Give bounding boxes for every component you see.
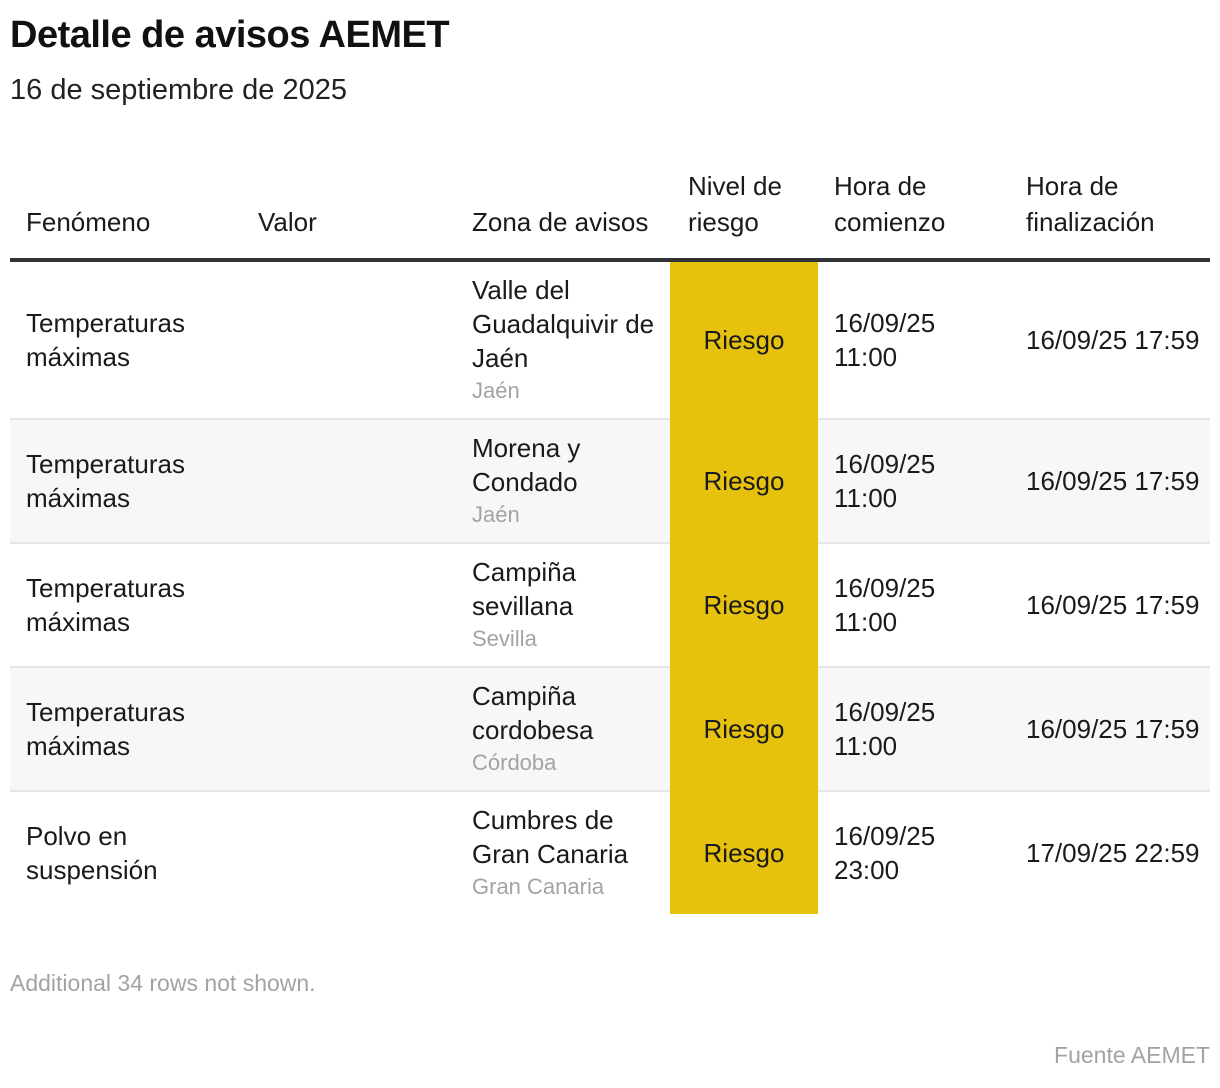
cell-fin: 16/09/25 17:59 <box>1010 419 1210 544</box>
cell-nivel: Riesgo <box>670 667 818 792</box>
cell-fin: 16/09/25 17:59 <box>1010 667 1210 792</box>
table-row: Temperaturas máximas Morena y Condado Ja… <box>10 419 1210 544</box>
cell-comienzo: 16/09/25 11:00 <box>818 543 1010 668</box>
cell-nivel: Riesgo <box>670 543 818 668</box>
cell-comienzo: 16/09/25 11:00 <box>818 419 1010 544</box>
cell-nivel: Riesgo <box>670 260 818 420</box>
zone-province: Sevilla <box>472 626 537 651</box>
table-header-row: Fenómeno Valor Zona de avisos Nivel de r… <box>10 168 1210 262</box>
cell-valor <box>242 667 456 792</box>
cell-nivel: Riesgo <box>670 791 818 914</box>
cell-valor <box>242 260 456 420</box>
header-zona: Zona de avisos <box>456 168 670 262</box>
table-row: Temperaturas máximas Valle del Guadalqui… <box>10 260 1210 420</box>
zone-province: Jaén <box>472 378 520 403</box>
zone-name: Morena y Condado <box>472 433 581 497</box>
page-title: Detalle de avisos AEMET <box>10 14 450 56</box>
table-row: Polvo en suspensión Cumbres de Gran Cana… <box>10 791 1210 914</box>
cell-fenomeno: Temperaturas máximas <box>10 419 242 544</box>
cell-comienzo: 16/09/25 23:00 <box>834 821 936 885</box>
zone-province: Gran Canaria <box>472 874 605 899</box>
warnings-table: Fenómeno Valor Zona de avisos Nivel de r… <box>10 168 1210 914</box>
cell-fenomeno: Polvo en suspensión <box>26 821 158 885</box>
cell-fin: 16/09/25 17:59 <box>1010 260 1210 420</box>
zone-province: Jaén <box>472 502 520 527</box>
rows-not-shown-note: Additional 34 rows not shown. <box>10 970 316 996</box>
zone-name: Cumbres de Gran Canaria <box>472 805 629 869</box>
cell-zona: Campiña sevillana Sevilla <box>456 543 670 668</box>
source-credit: Fuente AEMET <box>1054 1042 1210 1068</box>
table-row: Temperaturas máximas Campiña cordobesa C… <box>10 667 1210 792</box>
cell-fenomeno: Temperaturas máximas <box>10 667 242 792</box>
header-finalizacion: Hora de finalización <box>1010 168 1210 262</box>
cell-zona: Valle del Guadalquivir de Jaén Jaén <box>456 260 670 420</box>
cell-zona: Morena y Condado Jaén <box>456 419 670 544</box>
cell-zona: Campiña cordobesa Córdoba <box>456 667 670 792</box>
table-row: Temperaturas máximas Campiña sevillana S… <box>10 543 1210 668</box>
cell-valor <box>242 543 456 668</box>
header-comienzo: Hora de comienzo <box>818 168 1010 262</box>
cell-comienzo: 16/09/25 11:00 <box>818 260 1010 420</box>
cell-comienzo: 16/09/25 11:00 <box>818 667 1010 792</box>
cell-valor <box>242 419 456 544</box>
header-valor: Valor <box>242 168 456 262</box>
zone-province: Córdoba <box>472 750 557 775</box>
page-subtitle: 16 de septiembre de 2025 <box>10 74 347 106</box>
header-fenomeno: Fenómeno <box>10 168 242 262</box>
header-nivel: Nivel de riesgo <box>670 168 818 262</box>
zone-name: Campiña sevillana <box>472 557 577 621</box>
cell-zona: Cumbres de Gran Canaria Gran Canaria <box>456 791 670 914</box>
cell-fenomeno: Temperaturas máximas <box>10 543 242 668</box>
cell-valor <box>242 791 456 914</box>
cell-fin: 17/09/25 22:59 <box>1026 838 1200 868</box>
cell-fin: 16/09/25 17:59 <box>1010 543 1210 668</box>
cell-nivel: Riesgo <box>670 419 818 544</box>
zone-name: Campiña cordobesa <box>472 681 594 745</box>
zone-name: Valle del Guadalquivir de Jaén <box>472 275 655 373</box>
cell-fenomeno: Temperaturas máximas <box>10 260 242 420</box>
